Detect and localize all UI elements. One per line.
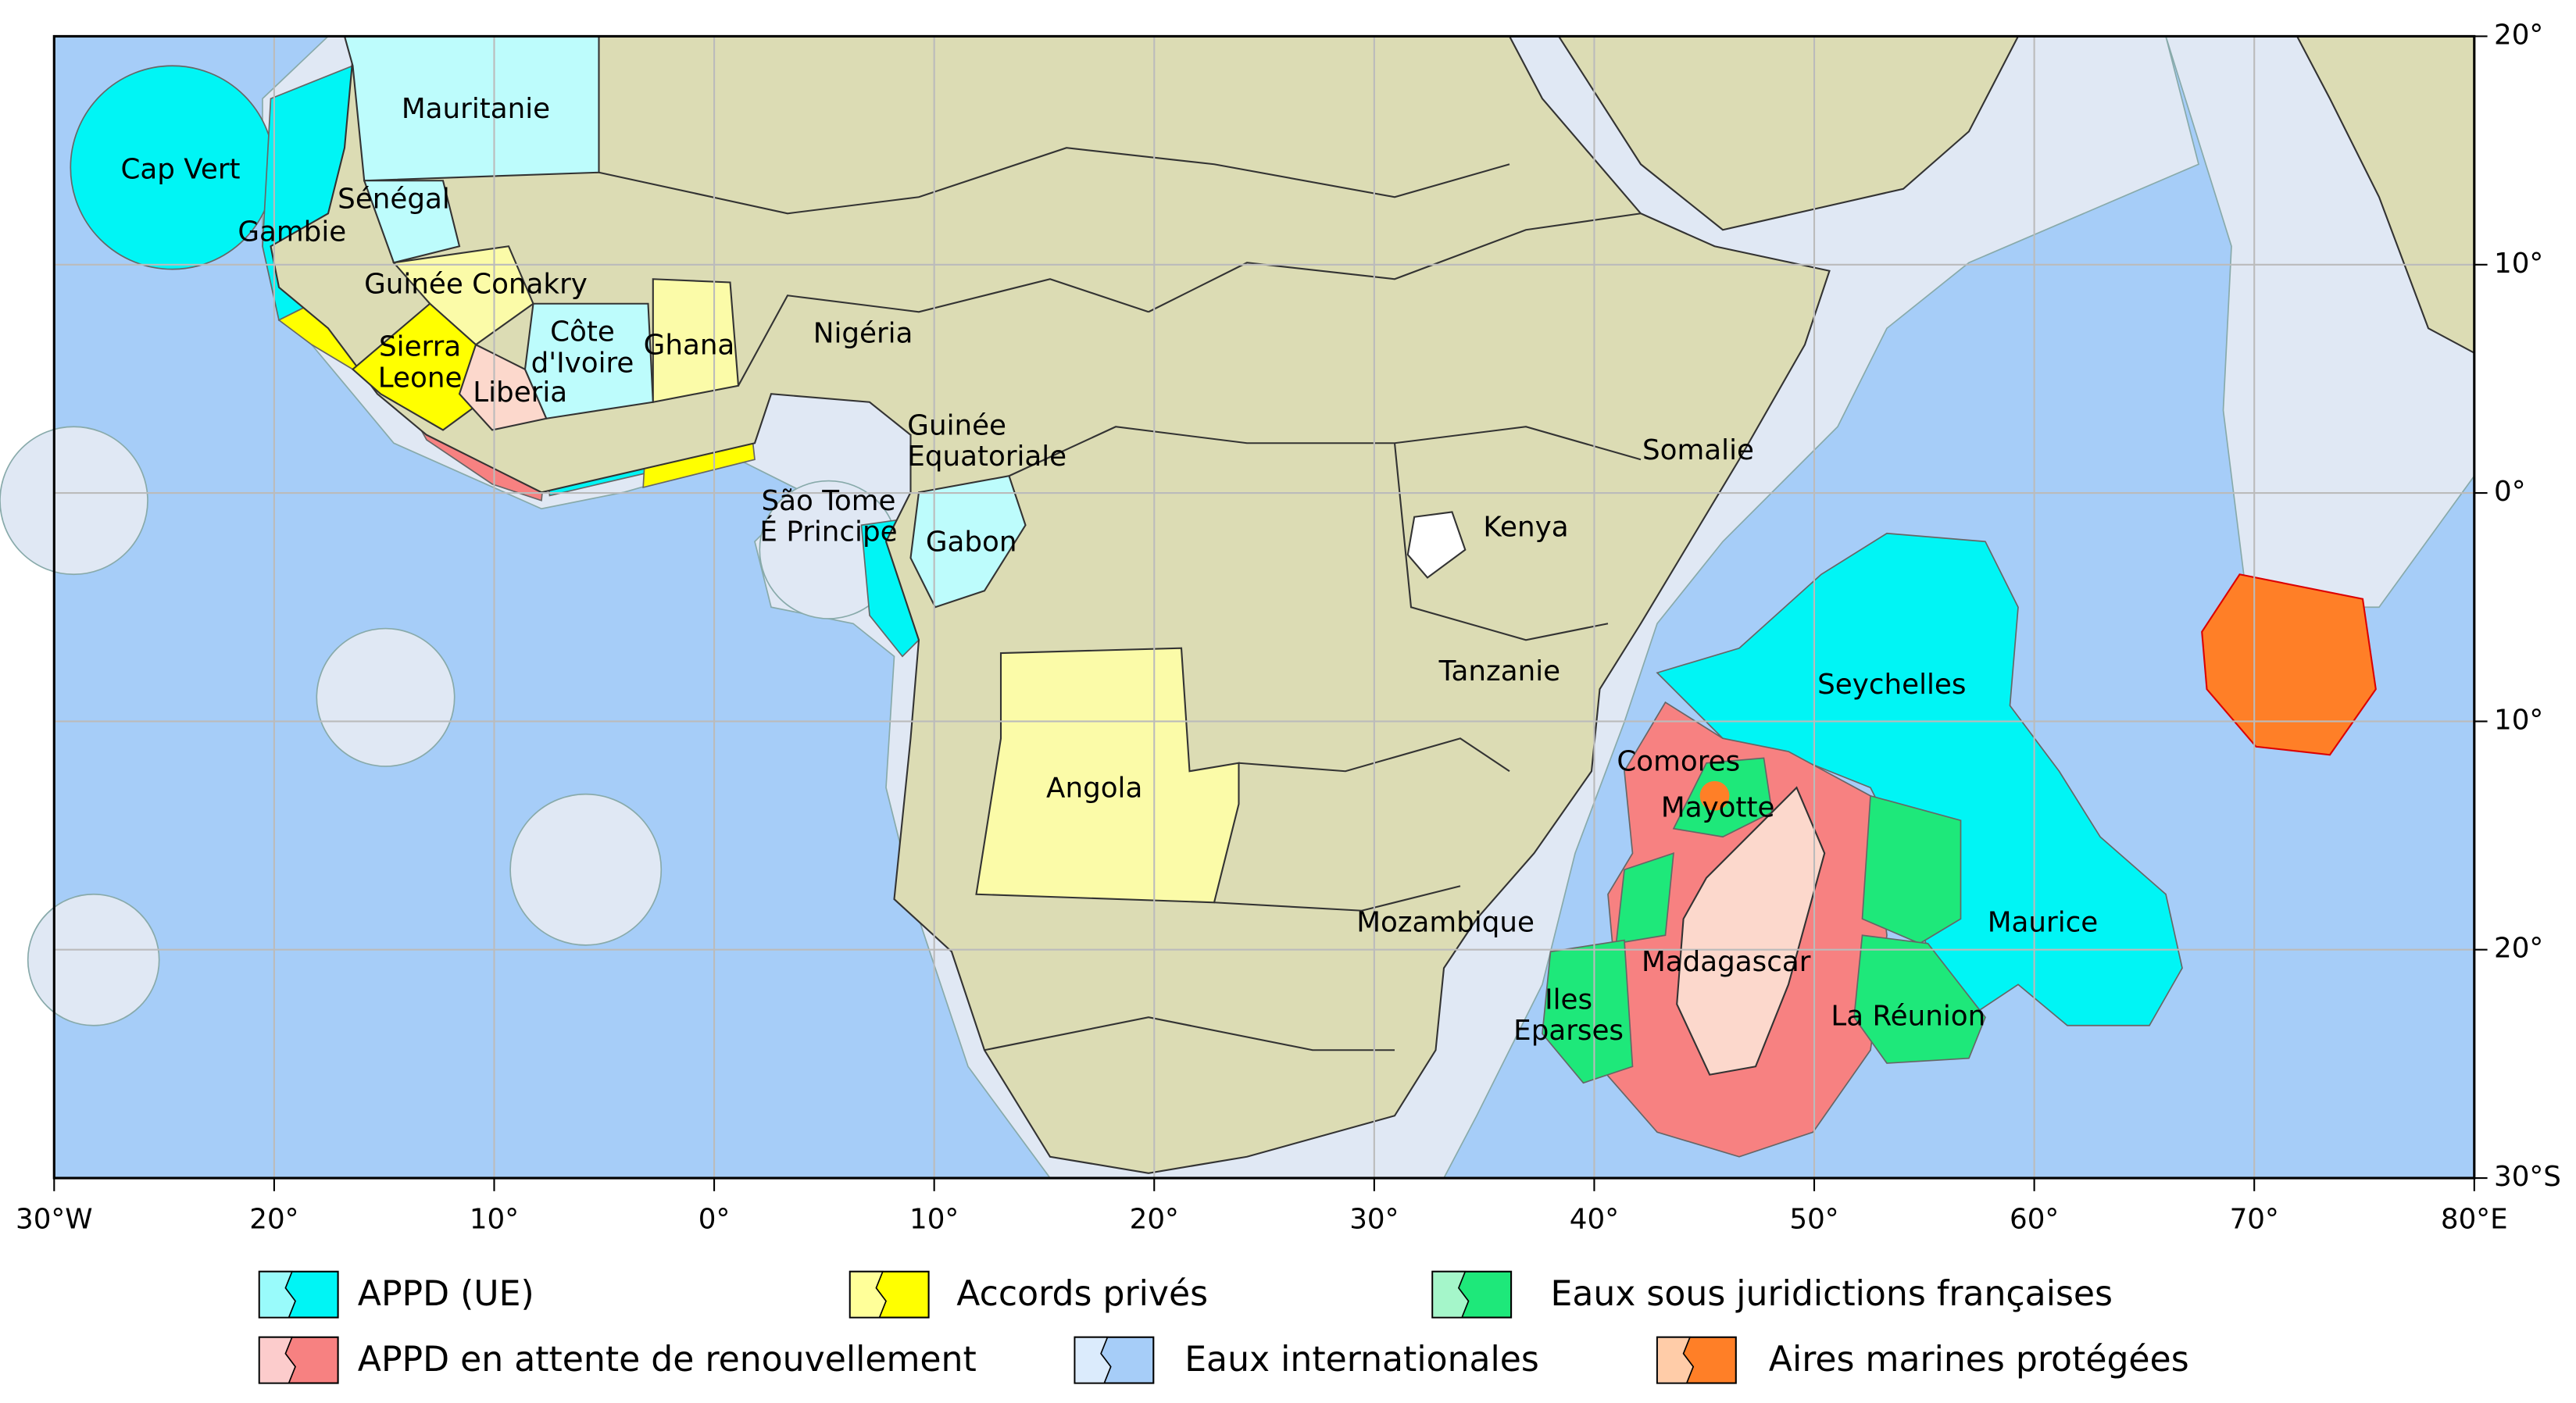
land-senegal [363,180,461,264]
place-label: Liberia [473,377,567,409]
map-frame [52,34,2476,1180]
x-tick-label: 0° [698,1204,731,1236]
legend-swatch-edge [849,1270,887,1319]
legend-label: Eaux sous juridictions françaises [1551,1274,2113,1314]
legend: APPD (UE) Accords privés Eaux sous juridic… [258,1270,2189,1384]
eez-tromelin [1861,794,1962,944]
place-label: La Réunion [1831,1000,1985,1032]
place-label: Guinée Conakry [364,269,588,301]
place-label: Maurice [1988,907,2098,939]
x-tick-label: 40° [1570,1204,1619,1236]
border [984,1016,1395,1051]
place-label: Mozambique [1356,907,1535,939]
place-label: Tanzanie [1438,655,1560,687]
graticule: 30°W 20° 10° 0° 10° 20° 30° 40° 50° 60° 70° 80°E 20°… [16,19,2561,1235]
place-label: Seychelles [1817,669,1966,701]
x-tick-label: 10° [470,1204,519,1236]
x-tick-label: 80°E [2441,1204,2508,1236]
place-label: Côte [550,316,615,348]
land-angola [975,647,1240,904]
land-liberia [458,343,548,431]
map-body [0,35,2475,1179]
x-tick-label: 30°W [16,1204,93,1236]
x-tick-label: 20° [1130,1204,1179,1236]
border [1213,885,1461,912]
amp-mayotte [1699,780,1730,811]
borders [598,147,1642,1051]
amp-chagos [2201,573,2377,756]
place-label: Leone [378,362,463,394]
eez-europa [1542,939,1634,1084]
place-label: Eparses [1513,1015,1624,1047]
island-waters [27,893,160,1026]
land-guinee [391,245,534,346]
land-cote-divoire [523,302,654,419]
place-label: Somalie [1642,434,1754,466]
place-label: Madagascar [1642,946,1811,978]
legend-swatch-edge [258,1270,296,1319]
place-label: Cap Vert [120,154,240,186]
place-label: Guinée [907,409,1006,441]
y-tick-label: 30°S [2494,1161,2561,1193]
x-tick-label: 60° [2010,1204,2059,1236]
place-label: Angola [1046,772,1142,804]
legend-label: Accords privés [956,1274,1208,1314]
island-waters [0,426,148,576]
place-label: Iles [1545,984,1592,1016]
place-label: Gambie [238,216,346,248]
legend-swatch-edge [1656,1336,1695,1384]
border [1238,737,1510,773]
land-madagascar [1676,786,1826,1076]
place-label: Equatoriale [907,441,1066,473]
place-label: São Tome [762,485,896,517]
place-label: Gabon [926,526,1017,558]
x-tick-label: 50° [1789,1204,1838,1236]
legend-swatch-edge [1074,1336,1112,1384]
lake-victoria [1406,511,1467,579]
y-tick-label: 10° [2494,248,2543,280]
border [1009,426,1642,477]
place-label: Ghana [644,329,735,361]
x-tick-label: 10° [909,1204,959,1236]
legend-label: APPD en attente de renouvellement [358,1340,977,1380]
place-label: Kenya [1483,511,1568,543]
place-label: Mauritanie [402,93,550,125]
place-label: Sénégal [338,183,450,215]
eez-reunion [1853,934,1986,1064]
border [1393,443,1609,641]
place-label: É Principe [759,516,897,548]
island-waters [316,627,456,767]
x-tick-label: 70° [2230,1204,2279,1236]
eez-juan-de-nova [1615,852,1674,944]
legend-swatch-edge [258,1336,296,1384]
border [598,147,1510,215]
border [738,278,1149,387]
y-tick-label: 20° [2494,933,2543,965]
y-tick-label: 10° [2494,704,2543,736]
place-label: d'Ivoire [531,347,634,379]
legend-label: Aires marines protégées [1769,1340,2189,1380]
y-tick-label: 0° [2494,476,2526,508]
island-waters [509,793,663,946]
place-label: Comores [1617,746,1740,778]
x-tick-label: 20° [249,1204,298,1236]
border [1148,212,1642,313]
legend-label: APPD (UE) [358,1274,534,1314]
legend-swatch-edge [1431,1270,1470,1319]
place-label: Mayotte [1661,792,1775,824]
legend-label: Eaux internationales [1184,1340,1539,1380]
y-tick-label: 20° [2494,19,2543,51]
x-tick-label: 30° [1349,1204,1399,1236]
place-label: Nigéria [813,318,913,350]
place-label: Sierra [379,330,461,362]
